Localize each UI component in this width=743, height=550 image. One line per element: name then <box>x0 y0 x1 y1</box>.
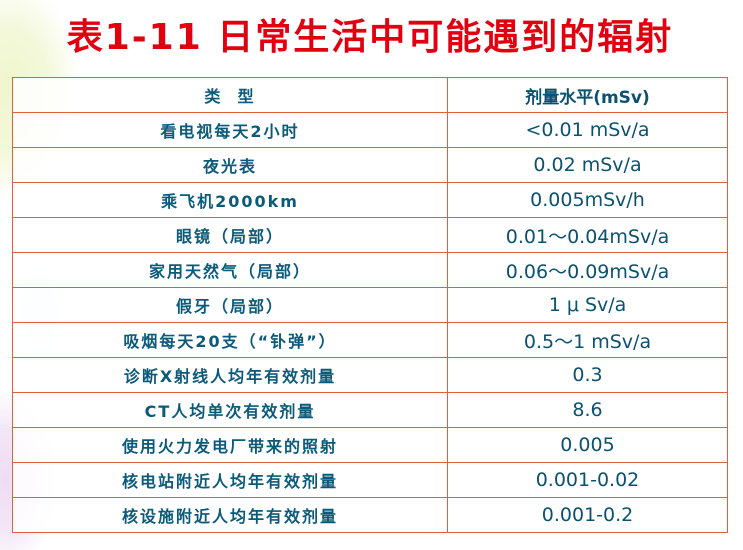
table-row: 乘飞机2000km 0.005mSv/h <box>12 182 728 218</box>
table-row: CT人均单次有效剂量 8.6 <box>12 392 728 428</box>
cell-type: 家用天然气（局部） <box>12 252 448 288</box>
table-row: 核设施附近人均年有效剂量 0.001-0.2 <box>12 497 728 533</box>
cell-type: 眼镜（局部） <box>12 217 448 253</box>
radiation-table: 类 型 剂量水平(mSv) 看电视每天2小时 <0.01 mSv/a 夜光表 0.02… <box>12 77 728 533</box>
table-row: 夜光表 0.02 mSv/a <box>12 147 728 183</box>
cell-type: 假牙（局部） <box>12 287 448 323</box>
table-row: 吸烟每天20支（“钋弹”） 0.5～1 mSv/a <box>12 322 728 358</box>
table-row: 眼镜（局部） 0.01～0.04mSv/a <box>12 217 728 253</box>
cell-dose: 0.005mSv/h <box>447 182 728 218</box>
table-row: 使用火力发电厂带来的照射 0.005 <box>12 427 728 463</box>
cell-type: 诊断X射线人均年有效剂量 <box>12 357 448 393</box>
cell-dose: 0.001-0.2 <box>447 497 728 533</box>
cell-dose: 0.01～0.04mSv/a <box>447 217 728 253</box>
slide-title: 表1-11 日常生活中可能遇到的辐射 <box>66 17 674 58</box>
cell-dose: 0.5～1 mSv/a <box>447 322 728 358</box>
header-type: 类 型 <box>12 77 448 113</box>
cell-dose: <0.01 mSv/a <box>447 112 728 148</box>
cell-dose: 0.001-0.02 <box>447 462 728 498</box>
table-row: 家用天然气（局部） 0.06～0.09mSv/a <box>12 252 728 288</box>
cell-type: 核设施附近人均年有效剂量 <box>12 497 448 533</box>
cell-dose: 0.02 mSv/a <box>447 147 728 183</box>
cell-type: 乘飞机2000km <box>12 182 448 218</box>
table-row: 假牙（局部） 1 μ Sv/a <box>12 287 728 323</box>
cell-dose: 8.6 <box>447 392 728 428</box>
cell-type: 吸烟每天20支（“钋弹”） <box>12 322 448 358</box>
table-row: 诊断X射线人均年有效剂量 0.3 <box>12 357 728 393</box>
cell-type: 使用火力发电厂带来的照射 <box>12 427 448 463</box>
table-row: 看电视每天2小时 <0.01 mSv/a <box>12 112 728 148</box>
cell-dose: 0.005 <box>447 427 728 463</box>
cell-type: 核电站附近人均年有效剂量 <box>12 462 448 498</box>
cell-type: 看电视每天2小时 <box>12 112 448 148</box>
table-row: 核电站附近人均年有效剂量 0.001-0.02 <box>12 462 728 498</box>
header-dose: 剂量水平(mSv) <box>447 77 728 113</box>
cell-type: 夜光表 <box>12 147 448 183</box>
cell-dose: 0.3 <box>447 357 728 393</box>
table-header-row: 类 型 剂量水平(mSv) <box>12 77 728 113</box>
cell-dose: 0.06～0.09mSv/a <box>447 252 728 288</box>
cell-dose: 1 μ Sv/a <box>447 287 728 323</box>
cell-type: CT人均单次有效剂量 <box>12 392 448 428</box>
